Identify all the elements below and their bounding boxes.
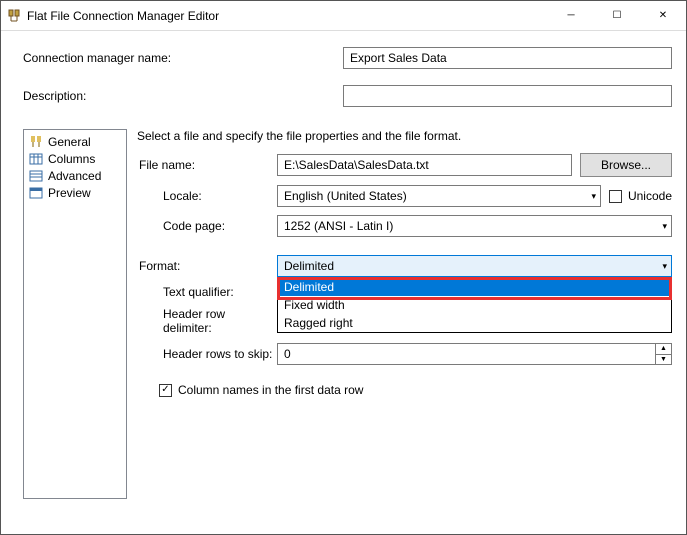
browse-button[interactable]: Browse... bbox=[580, 153, 672, 177]
preview-icon bbox=[28, 185, 44, 201]
format-dropdown-list: Delimited Fixed width Ragged right bbox=[277, 277, 672, 333]
locale-select[interactable]: English (United States) ▾ bbox=[277, 185, 601, 207]
description-label: Description: bbox=[23, 89, 343, 103]
codepage-value: 1252 (ANSI - Latin I) bbox=[284, 219, 393, 233]
sidebar-item-label: Columns bbox=[48, 152, 95, 166]
header-skip-input[interactable] bbox=[278, 344, 655, 364]
unicode-checkbox-wrap[interactable]: Unicode bbox=[609, 189, 672, 203]
general-icon bbox=[28, 134, 44, 150]
columns-icon bbox=[28, 151, 44, 167]
format-select-wrap: Delimited ▾ Delimited Fixed width Ragged… bbox=[277, 255, 672, 277]
format-select[interactable]: Delimited ▾ bbox=[277, 255, 672, 277]
chevron-down-icon: ▾ bbox=[662, 221, 667, 232]
format-option-fixed-width[interactable]: Fixed width bbox=[278, 296, 671, 314]
hint-text: Select a file and specify the file prope… bbox=[137, 129, 672, 143]
column-names-label: Column names in the first data row bbox=[178, 383, 363, 397]
connection-name-label: Connection manager name: bbox=[23, 51, 343, 65]
unicode-label: Unicode bbox=[628, 189, 672, 203]
locale-value: English (United States) bbox=[284, 189, 407, 203]
app-icon bbox=[7, 9, 21, 23]
codepage-label: Code page: bbox=[137, 219, 277, 233]
title-bar: Flat File Connection Manager Editor ─ ☐ … bbox=[1, 1, 686, 31]
sidebar-item-label: General bbox=[48, 135, 91, 149]
format-label: Format: bbox=[137, 259, 277, 273]
spin-down-button[interactable]: ▼ bbox=[656, 355, 671, 365]
spinner-arrows: ▲ ▼ bbox=[655, 344, 671, 364]
format-option-ragged-right[interactable]: Ragged right bbox=[278, 314, 671, 332]
sidebar: General Columns Advanced Preview bbox=[23, 129, 127, 499]
header-skip-spinner[interactable]: ▲ ▼ bbox=[277, 343, 672, 365]
column-names-row[interactable]: ✓ Column names in the first data row bbox=[137, 383, 672, 397]
spin-up-button[interactable]: ▲ bbox=[656, 344, 671, 355]
minimize-button[interactable]: ─ bbox=[548, 1, 594, 31]
close-button[interactable]: ✕ bbox=[640, 1, 686, 31]
codepage-select[interactable]: 1252 (ANSI - Latin I) ▾ bbox=[277, 215, 672, 237]
sidebar-item-preview[interactable]: Preview bbox=[24, 184, 126, 201]
sidebar-item-general[interactable]: General bbox=[24, 133, 126, 150]
window-controls: ─ ☐ ✕ bbox=[548, 1, 686, 31]
connection-name-input[interactable] bbox=[343, 47, 672, 69]
content-panel: Select a file and specify the file prope… bbox=[137, 129, 672, 524]
file-name-label: File name: bbox=[137, 158, 277, 172]
sidebar-item-advanced[interactable]: Advanced bbox=[24, 167, 126, 184]
text-qualifier-label: Text qualifier: bbox=[137, 285, 277, 299]
maximize-button[interactable]: ☐ bbox=[594, 1, 640, 31]
chevron-down-icon: ▾ bbox=[591, 191, 596, 202]
unicode-checkbox[interactable] bbox=[609, 190, 622, 203]
file-name-input[interactable] bbox=[277, 154, 572, 176]
main-area: General Columns Advanced Preview Select … bbox=[1, 129, 686, 534]
dialog-window: Flat File Connection Manager Editor ─ ☐ … bbox=[0, 0, 687, 535]
format-option-delimited[interactable]: Delimited bbox=[278, 278, 671, 296]
header-fields: Connection manager name: Description: bbox=[1, 31, 686, 129]
column-names-checkbox[interactable]: ✓ bbox=[159, 384, 172, 397]
sidebar-item-label: Preview bbox=[48, 186, 91, 200]
sidebar-item-label: Advanced bbox=[48, 169, 101, 183]
format-value: Delimited bbox=[284, 259, 334, 273]
chevron-down-icon: ▾ bbox=[662, 261, 667, 272]
header-skip-label: Header rows to skip: bbox=[137, 347, 277, 361]
locale-label: Locale: bbox=[137, 189, 277, 203]
advanced-icon bbox=[28, 168, 44, 184]
header-delimiter-label: Header row delimiter: bbox=[137, 307, 277, 335]
window-title: Flat File Connection Manager Editor bbox=[27, 9, 548, 23]
description-input[interactable] bbox=[343, 85, 672, 107]
sidebar-item-columns[interactable]: Columns bbox=[24, 150, 126, 167]
